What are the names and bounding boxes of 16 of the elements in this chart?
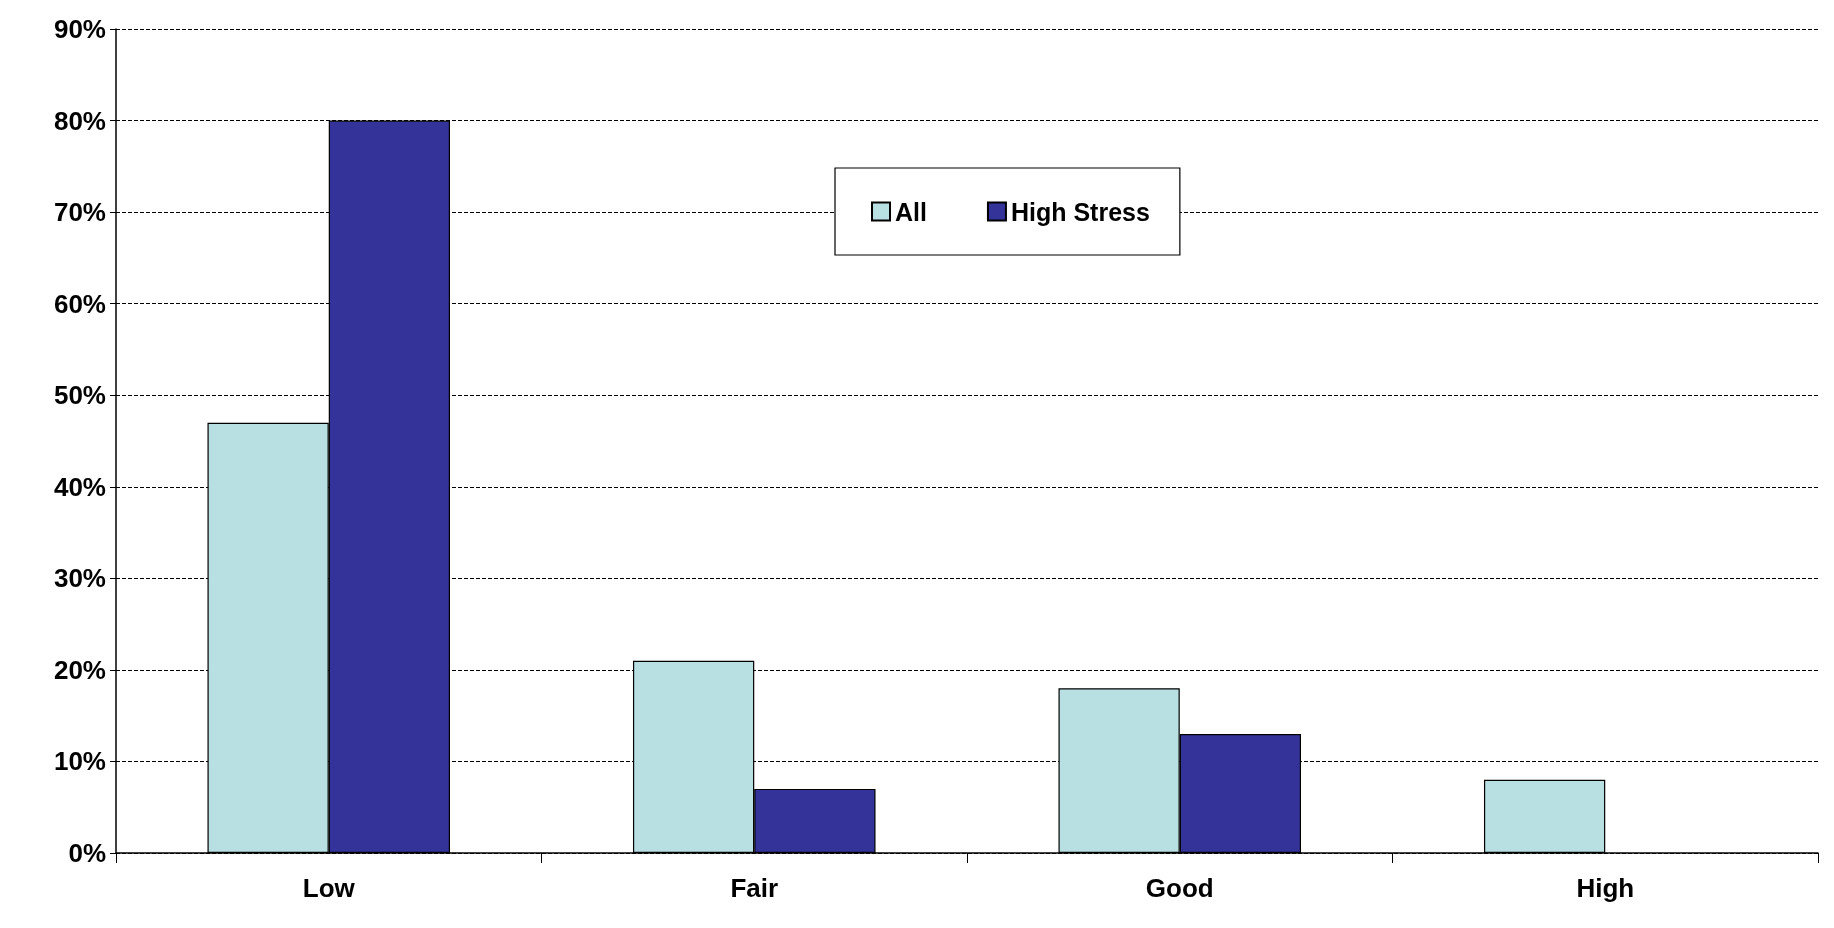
legend-label: High Stress xyxy=(1010,197,1150,226)
x-tick-label: Good xyxy=(1145,873,1214,903)
y-tick-label: 40% xyxy=(53,471,106,502)
x-tick-label: Low xyxy=(302,873,356,903)
x-tick-label: Fair xyxy=(730,873,779,903)
legend-label: All xyxy=(895,197,927,226)
x-tick-label: High xyxy=(1576,873,1635,903)
y-tick-label: 60% xyxy=(53,288,106,319)
y-tick-label: 20% xyxy=(53,654,106,685)
y-tick-label: 50% xyxy=(53,380,106,411)
y-tick-label: 30% xyxy=(53,563,106,594)
y-tick-label: 0% xyxy=(68,838,106,868)
y-tick-label: 10% xyxy=(53,746,106,777)
y-tick-label: 90% xyxy=(53,14,106,44)
y-tick-label: 70% xyxy=(53,197,106,228)
y-tick-label: 80% xyxy=(53,105,106,136)
